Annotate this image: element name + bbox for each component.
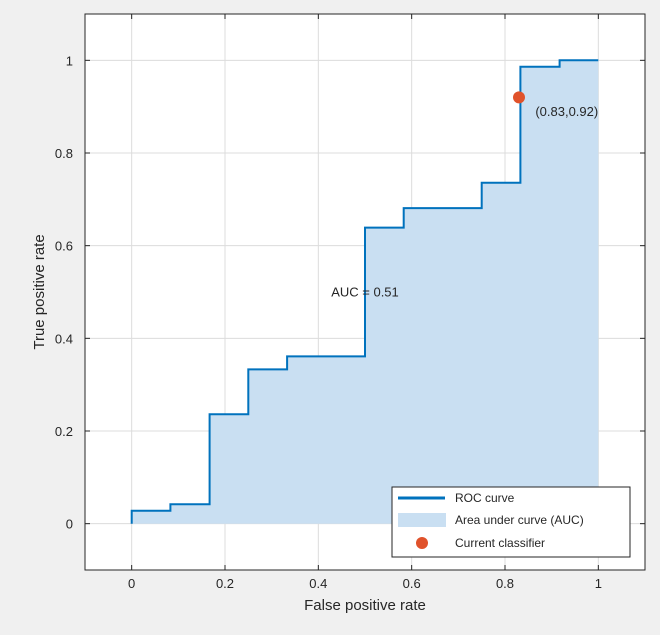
x-tick-label: 0.6 xyxy=(403,576,421,591)
x-axis-label: False positive rate xyxy=(304,597,426,614)
legend-area-swatch xyxy=(398,513,446,527)
current-classifier-point xyxy=(513,91,525,104)
axis-ticks: 0 0.2 0.4 0.6 0.8 1 0 0.2 0.4 0.6 0.8 1 xyxy=(55,14,645,591)
y-tick-label: 0.8 xyxy=(55,146,73,161)
y-tick-label: 0.2 xyxy=(55,424,73,439)
roc-curve-layer xyxy=(130,59,599,524)
x-tick-label: 0.2 xyxy=(216,576,234,591)
plot-frame xyxy=(84,13,646,571)
legend-roc-label: ROC curve xyxy=(455,491,515,505)
x-tick-label: 1 xyxy=(595,576,602,591)
y-tick-label: 0.6 xyxy=(55,239,73,254)
classifier-coordinate-annotation: (0.83,0.92) xyxy=(535,104,598,119)
auc-annotation: AUC = 0.51 xyxy=(331,285,399,300)
legend: ROC curve Area under curve (AUC) Current… xyxy=(391,486,631,558)
y-axis-label: True positive rate xyxy=(31,234,48,349)
classifier-point-layer xyxy=(513,91,525,104)
roc-curve-line xyxy=(130,59,599,524)
x-tick-label: 0.4 xyxy=(309,576,327,591)
annotations: AUC = 0.51 (0.83,0.92) xyxy=(331,104,598,300)
legend-classifier-swatch xyxy=(416,537,428,549)
x-tick-label: 0 xyxy=(128,576,135,591)
y-tick-label: 0.4 xyxy=(55,331,73,346)
y-tick-label: 0 xyxy=(66,517,73,532)
x-tick-label: 0.8 xyxy=(496,576,514,591)
y-tick-label: 1 xyxy=(66,53,73,68)
legend-classifier-label: Current classifier xyxy=(455,536,545,550)
legend-area-label: Area under curve (AUC) xyxy=(455,513,584,527)
